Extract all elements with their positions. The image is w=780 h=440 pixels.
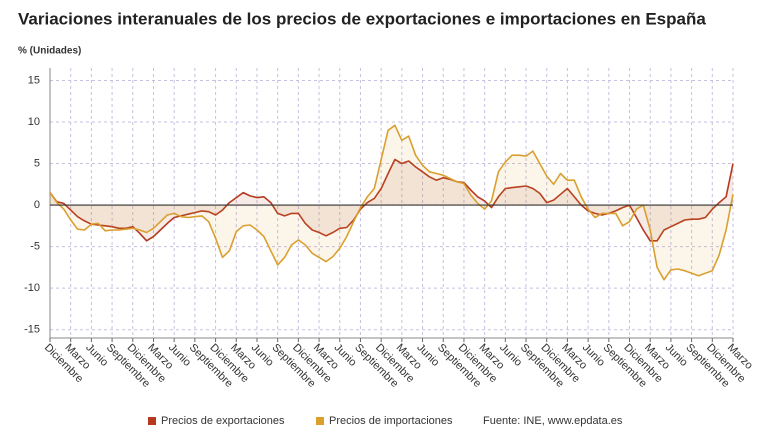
y-tick-label: 5 [34,157,40,169]
area [50,125,733,280]
legend: Precios de exportaciones Precios de impor… [148,415,453,427]
area [50,159,733,241]
y-tick-label: -5 [30,241,40,253]
y-tick-label: 0 [34,199,40,211]
legend-label: Precios de importaciones [329,415,453,427]
source: Fuente: INE, www.epdata.es [483,415,623,427]
y-tick-label: 10 [28,116,40,128]
legend-swatch [316,417,324,425]
legend-swatch [148,417,156,425]
legend-label: Precios de exportaciones [161,415,285,427]
y-axis-label: % (Unidades) [18,46,81,57]
y-tick-label: -10 [24,282,40,294]
grid [49,68,734,342]
y-tick-label: 15 [28,74,40,86]
y-tick-label: -15 [24,324,40,336]
chart-title: Variaciones interanuales de los precios … [18,9,706,28]
line [49,124,734,281]
plot [49,124,734,281]
line [49,158,734,242]
